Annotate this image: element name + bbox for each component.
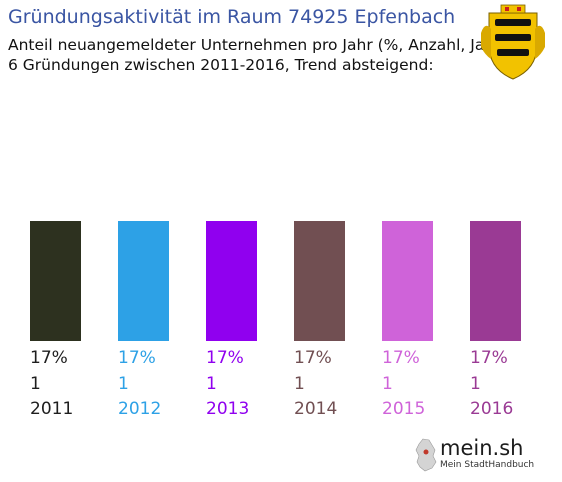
subtitle-line-1: Anteil neuangemeldeter Unternehmen pro J… xyxy=(8,36,507,54)
brand-logo[interactable]: mein.sh Mein StadtHandbuch xyxy=(414,434,534,474)
logo-subtitle: Mein StadtHandbuch xyxy=(440,460,535,470)
count-label-2011: 1 xyxy=(30,374,41,394)
bar-2015 xyxy=(382,221,433,341)
subtitle-line-2: 6 Gründungen zwischen 2011-2016, Trend a… xyxy=(8,56,434,74)
coat-of-arms-icon xyxy=(481,4,545,80)
percent-label-2014: 17% xyxy=(294,348,332,368)
year-label-2013: 2013 xyxy=(206,399,250,419)
count-label-2016: 1 xyxy=(470,374,481,394)
percent-label-2011: 17% xyxy=(30,348,68,368)
chart-title: Gründungsaktivität im Raum 74925 Epfenba… xyxy=(8,6,456,28)
percent-label-2013: 17% xyxy=(206,348,244,368)
bar-2013 xyxy=(206,221,257,341)
count-label-2013: 1 xyxy=(206,374,217,394)
bar-2014 xyxy=(294,221,345,341)
year-label-2011: 2011 xyxy=(30,399,74,419)
count-label-2015: 1 xyxy=(382,374,393,394)
chart-subtitle: Anteil neuangemeldeter Unternehmen pro J… xyxy=(8,35,507,75)
bar-2011 xyxy=(30,221,81,341)
bar-2012 xyxy=(118,221,169,341)
germany-map-icon xyxy=(415,438,437,472)
year-label-2014: 2014 xyxy=(294,399,338,419)
percent-label-2016: 17% xyxy=(470,348,508,368)
year-label-2012: 2012 xyxy=(118,399,162,419)
percent-label-2015: 17% xyxy=(382,348,420,368)
percent-label-2012: 17% xyxy=(118,348,156,368)
year-label-2015: 2015 xyxy=(382,399,426,419)
logo-text: mein.sh xyxy=(440,436,524,460)
count-label-2012: 1 xyxy=(118,374,129,394)
count-label-2014: 1 xyxy=(294,374,305,394)
bar-2016 xyxy=(470,221,521,341)
year-label-2016: 2016 xyxy=(470,399,514,419)
